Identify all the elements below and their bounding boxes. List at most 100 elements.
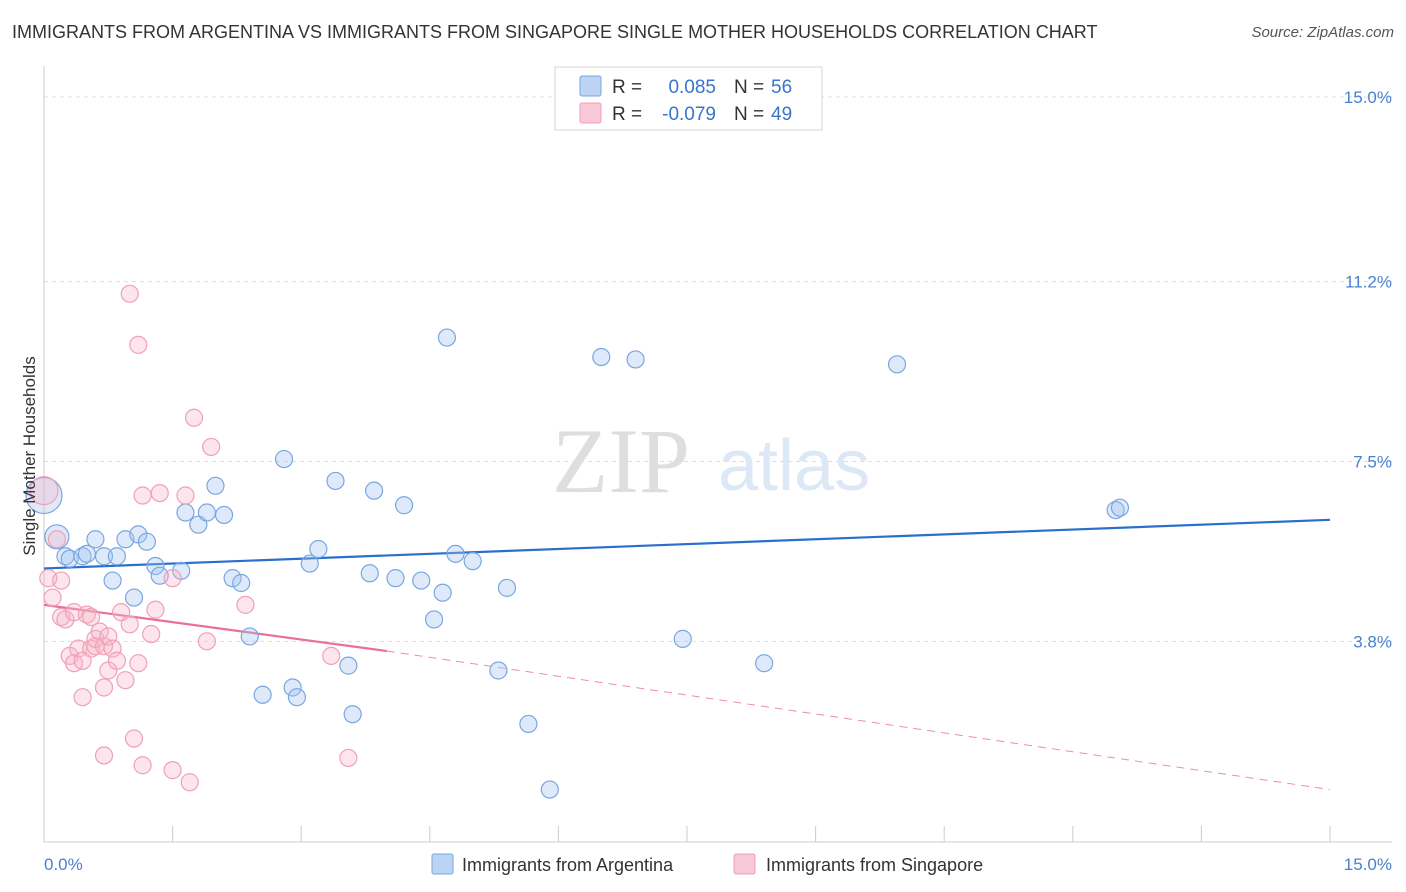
series-legend-label-singapore: Immigrants from Singapore <box>766 855 983 875</box>
argentina-point <box>283 678 302 697</box>
singapore-point <box>184 408 204 427</box>
legend-swatch-singapore <box>579 102 602 124</box>
correlation-legend: R = 0.085 N = 56 R = -0.079 N = 49 <box>554 66 823 131</box>
argentina-point <box>433 583 452 602</box>
singapore-point <box>180 773 199 792</box>
singapore-point <box>82 607 101 627</box>
singapore-point <box>124 729 144 748</box>
argentina-point <box>107 547 126 566</box>
argentina-point <box>309 539 328 559</box>
watermark-atlas: atlas <box>718 426 870 506</box>
grid-lines <box>44 96 1392 642</box>
series-legend-swatch-argentina <box>431 853 454 875</box>
argentina-point <box>339 656 358 675</box>
legend-swatch-argentina <box>579 75 602 97</box>
singapore-point <box>133 486 152 505</box>
series-legend-label-argentina: Immigrants from Argentina <box>462 855 674 875</box>
singapore-point <box>90 622 109 641</box>
argentina-point <box>626 350 645 369</box>
argentina-point <box>197 503 216 522</box>
argentina-point <box>673 629 692 648</box>
chart-title: IMMIGRANTS FROM ARGENTINA VS IMMIGRANTS … <box>12 22 1098 42</box>
argentina-point <box>232 573 251 593</box>
source-credit: Source: ZipAtlas.com <box>1251 24 1394 41</box>
x-tick-label: 15.0% <box>1344 855 1392 874</box>
argentina-point <box>137 532 156 551</box>
singapore-point <box>73 688 92 707</box>
singapore-point <box>202 437 221 457</box>
argentina-point <box>146 556 165 576</box>
singapore-point <box>236 595 255 614</box>
singapore-point <box>47 530 66 549</box>
singapore-point <box>176 486 195 505</box>
argentina-point <box>176 503 195 522</box>
singapore-point <box>116 671 135 690</box>
singapore-point <box>43 588 62 607</box>
legend-r-value-1: 0.085 <box>668 77 716 98</box>
argentina-point <box>124 588 144 607</box>
y-tick-label: 15.0% <box>1344 88 1392 107</box>
argentina-point <box>446 544 465 563</box>
argentina-point <box>394 496 414 515</box>
argentina-point <box>94 547 114 566</box>
y-axis-label: Single Mother Households <box>20 356 39 555</box>
legend-n-value-1: 56 <box>771 77 792 98</box>
argentina-point <box>253 685 272 704</box>
singapore-point <box>29 476 59 506</box>
legend-n-value-2: 49 <box>771 104 792 125</box>
singapore-point <box>94 746 114 765</box>
legend-n-label-1: N = <box>734 77 764 98</box>
argentina-point <box>540 780 559 799</box>
singapore-point <box>163 761 182 780</box>
argentina-point <box>206 476 225 495</box>
argentina-point <box>360 564 379 583</box>
singapore-point <box>163 569 182 588</box>
argentina-point <box>274 449 294 469</box>
argentina-point <box>25 476 63 515</box>
singapore-point <box>52 571 71 590</box>
legend-r-value-2: -0.079 <box>662 104 716 125</box>
argentina-point <box>463 552 482 571</box>
singapore-point <box>142 624 161 644</box>
singapore-point <box>339 748 358 768</box>
argentina-point <box>240 627 259 646</box>
argentina-point <box>300 554 319 573</box>
trend-line-singapore-extension <box>386 650 1331 791</box>
argentina-point <box>326 471 345 491</box>
singapore-point <box>133 756 152 775</box>
argentina-point <box>497 578 517 597</box>
argentina-point <box>412 571 431 590</box>
y-tick-label: 3.8% <box>1353 632 1392 651</box>
series-legend: Immigrants from Argentina Immigrants fro… <box>431 853 983 875</box>
argentina-point <box>592 347 611 367</box>
argentina-point <box>223 569 242 588</box>
argentina-point <box>519 714 538 734</box>
singapore-point <box>129 335 148 354</box>
singapore-point <box>197 632 216 651</box>
singapore-point <box>120 615 139 634</box>
argentina-point <box>86 530 105 549</box>
singapore-point <box>322 646 341 666</box>
argentina-point <box>214 505 234 525</box>
argentina-point <box>887 355 907 374</box>
y-tick-label: 7.5% <box>1353 453 1392 472</box>
argentina-point <box>386 569 405 588</box>
x-tick-label: 0.0% <box>44 855 83 874</box>
argentina-point <box>437 328 457 347</box>
singapore-point <box>146 600 165 619</box>
series-legend-swatch-singapore <box>733 853 756 875</box>
legend-n-label-2: N = <box>734 104 764 125</box>
argentina-point <box>343 705 362 724</box>
legend-r-label-2: R = <box>612 104 642 125</box>
legend-r-label-1: R = <box>612 77 642 98</box>
trend-lines <box>43 518 1331 791</box>
argentina-point <box>364 481 384 500</box>
argentina-point <box>424 610 444 629</box>
singapore-point <box>150 483 169 503</box>
argentina-point <box>103 571 122 590</box>
argentina-point <box>287 688 307 707</box>
watermark-zip: ZIP <box>552 410 690 512</box>
singapore-point <box>120 284 139 303</box>
singapore-point <box>129 654 148 673</box>
